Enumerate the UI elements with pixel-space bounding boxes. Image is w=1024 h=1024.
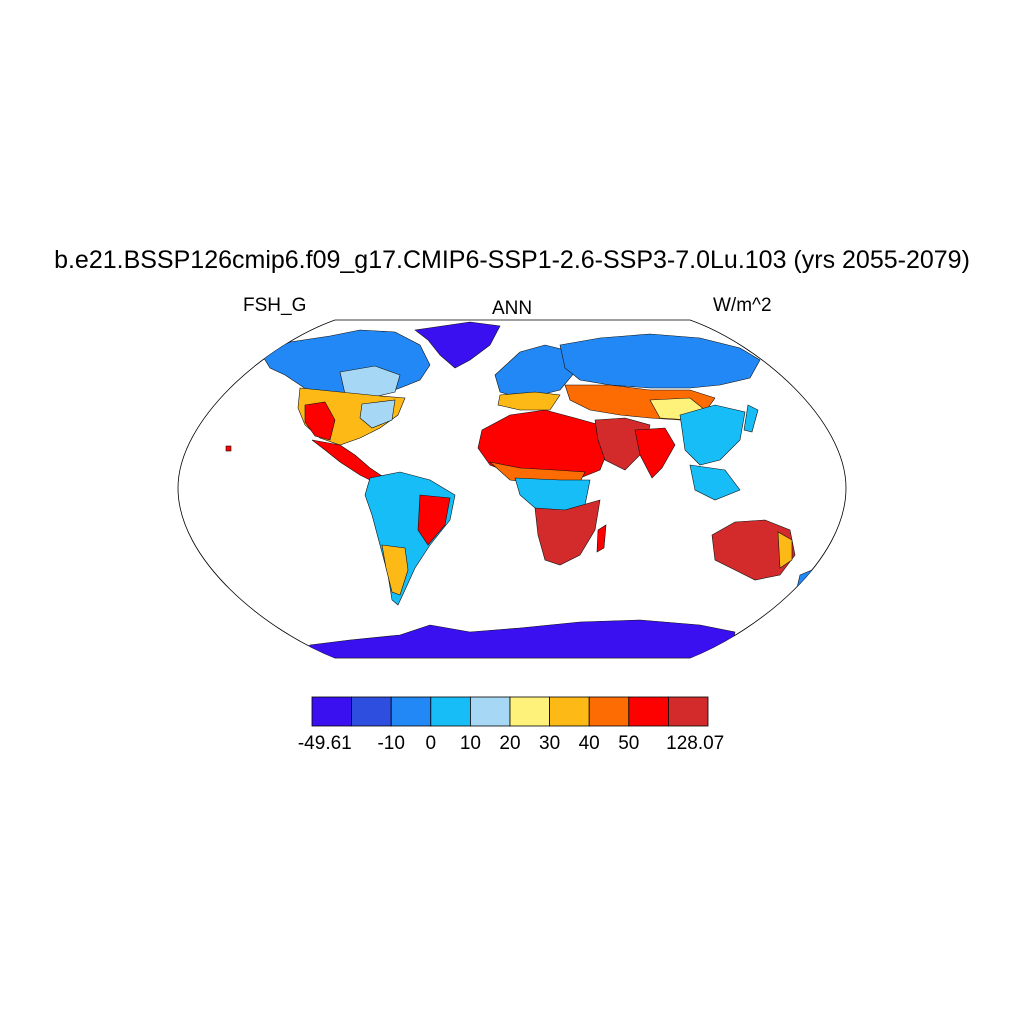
season-label: ANN bbox=[491, 298, 533, 319]
mediterranean-region bbox=[497, 391, 561, 411]
greenland-region bbox=[414, 321, 501, 369]
australia-east-region bbox=[777, 531, 793, 569]
hawaii-region bbox=[225, 445, 232, 452]
colorbar-label: 50 bbox=[618, 733, 640, 754]
colorbar-label: 10 bbox=[459, 733, 481, 754]
east-asia-region bbox=[679, 404, 746, 466]
colorbar-label: -10 bbox=[377, 733, 405, 754]
siberia-region bbox=[559, 333, 761, 389]
variable-label: FSH_G bbox=[243, 295, 307, 316]
colorbar-label: 0 bbox=[425, 733, 437, 754]
us-southwest-region bbox=[304, 401, 336, 441]
india-region bbox=[634, 427, 676, 479]
colorbar-label: 30 bbox=[539, 733, 561, 754]
colorbar-label: 128.07 bbox=[666, 733, 725, 754]
us-east-region bbox=[359, 399, 396, 429]
units-label: W/m^2 bbox=[713, 295, 772, 316]
plot-title: b.e21.BSSP126cmip6.f09_g17.CMIP6-SSP1-2.… bbox=[54, 246, 970, 274]
colorbar-label: 40 bbox=[578, 733, 600, 754]
australia-region bbox=[711, 519, 796, 581]
brazil-east-region bbox=[417, 494, 451, 546]
japan-region bbox=[743, 404, 759, 433]
colorbar-label: 20 bbox=[499, 733, 521, 754]
southern-cone-region bbox=[381, 544, 409, 596]
southern-africa-region bbox=[534, 499, 601, 566]
southeast-asia-region bbox=[689, 464, 741, 501]
colorbar-label: -49.61 bbox=[297, 733, 352, 754]
madagascar-region bbox=[596, 524, 607, 553]
antarctica-region bbox=[299, 619, 736, 658]
